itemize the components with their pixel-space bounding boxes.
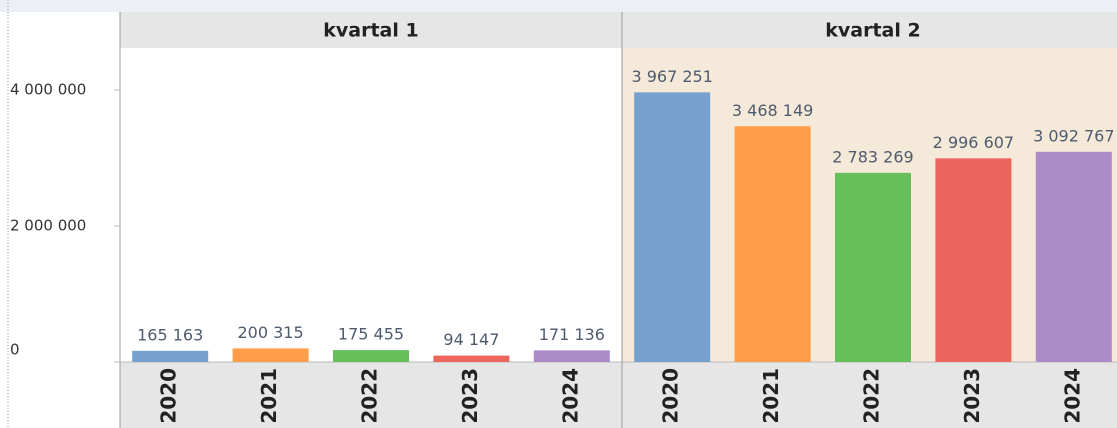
value-label: 94 147 xyxy=(443,330,499,349)
x-axis-band xyxy=(120,362,1117,428)
y-tick-label: 0 xyxy=(10,341,20,359)
x-tick-label: 2024 xyxy=(1060,368,1084,424)
y-tick-label: 4 000 000 xyxy=(10,81,86,99)
bar xyxy=(333,350,409,362)
bar xyxy=(634,92,711,363)
x-tick-label: 2022 xyxy=(358,368,382,424)
x-tick-label: 2023 xyxy=(960,368,984,424)
title-strip xyxy=(0,0,1117,12)
value-label: 3 092 767 xyxy=(1033,126,1114,145)
bar xyxy=(232,348,309,362)
panel-header: kvartal 1 xyxy=(323,20,418,42)
bar xyxy=(433,355,510,362)
bar xyxy=(533,350,610,362)
bar xyxy=(734,126,811,362)
y-tick-label: 2 000 000 xyxy=(10,217,86,235)
bar xyxy=(132,350,209,362)
x-tick-label: 2020 xyxy=(157,368,181,424)
bar xyxy=(1035,151,1112,362)
x-tick-label: 2021 xyxy=(257,368,281,424)
value-label: 2 783 269 xyxy=(832,147,913,166)
value-label: 3 967 251 xyxy=(631,67,712,86)
value-label: 165 163 xyxy=(137,325,203,344)
x-tick-label: 2021 xyxy=(759,368,783,424)
x-tick-label: 2020 xyxy=(659,368,683,424)
value-label: 2 996 607 xyxy=(933,133,1014,152)
value-label: 175 455 xyxy=(338,325,404,344)
bar xyxy=(835,172,911,362)
value-label: 3 468 149 xyxy=(732,101,813,120)
value-label: 171 136 xyxy=(539,325,605,344)
header-row xyxy=(120,12,1117,48)
value-label: 200 315 xyxy=(238,323,304,342)
panel-header: kvartal 2 xyxy=(825,20,920,42)
bar xyxy=(935,158,1012,362)
x-tick-label: 2024 xyxy=(558,368,582,424)
x-tick-label: 2022 xyxy=(860,368,884,424)
x-tick-label: 2023 xyxy=(458,368,482,424)
